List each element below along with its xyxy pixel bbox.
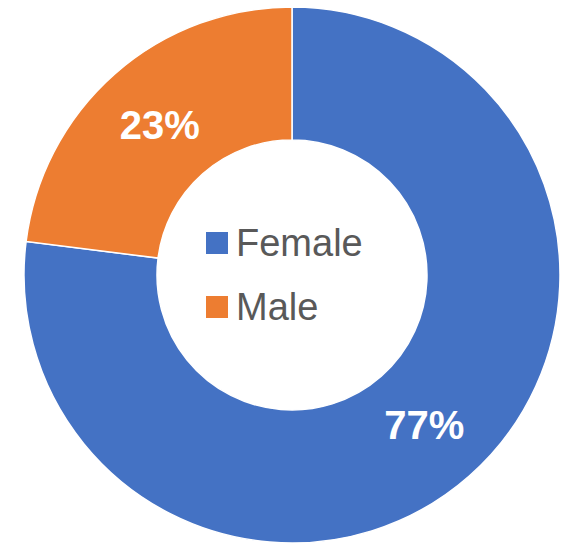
data-label: 77% — [384, 403, 464, 447]
donut-slice — [24, 7, 560, 543]
legend-label: Female — [236, 222, 363, 264]
data-labels: 77% 23% — [120, 103, 465, 447]
chart-svg: 77% 23% Female Male — [0, 0, 575, 550]
data-label: 23% — [120, 103, 200, 147]
legend-swatch — [206, 232, 228, 254]
donut-slice — [26, 7, 292, 258]
legend-swatch — [206, 296, 228, 318]
slices — [24, 7, 560, 543]
legend: Female Male — [206, 222, 363, 328]
chart-container: 77% 23% Female Male — [0, 0, 575, 550]
legend-label: Male — [236, 286, 318, 328]
